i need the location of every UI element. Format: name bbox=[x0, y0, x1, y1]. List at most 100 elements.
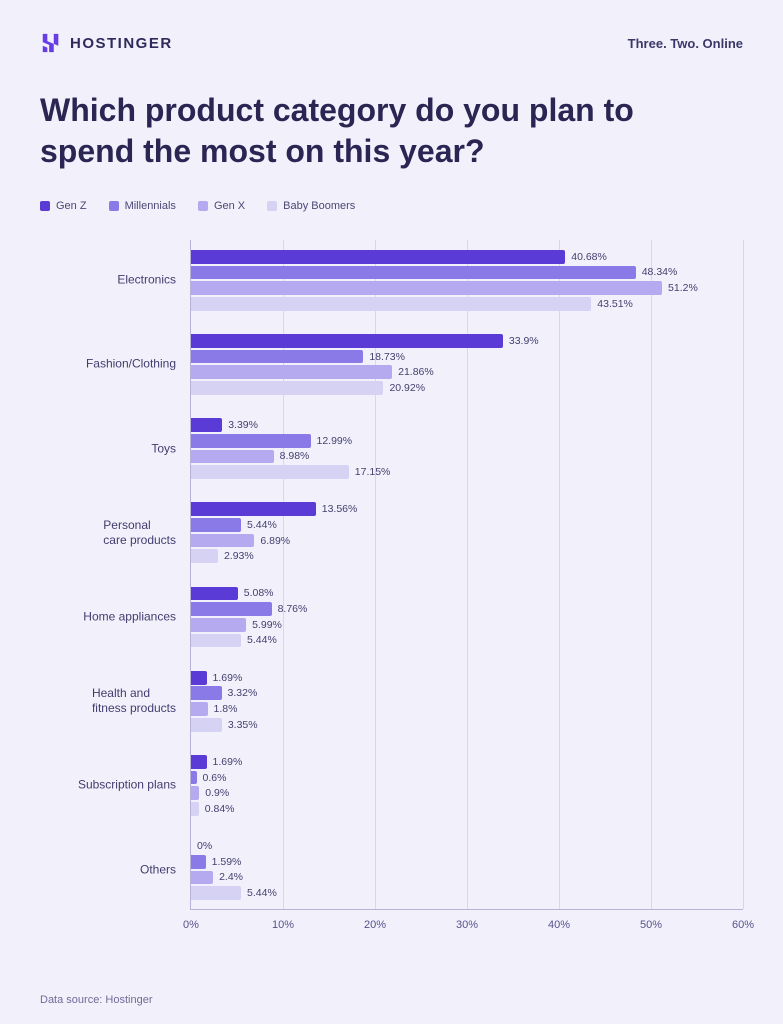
bar: 6.89% bbox=[191, 534, 254, 548]
bar-value-label: 1.59% bbox=[206, 856, 242, 868]
bar-value-label: 51.2% bbox=[662, 282, 698, 294]
category-group: 5.08% 8.76% 5.99% 5.44% bbox=[191, 587, 743, 650]
category-group: 40.68% 48.34% 51.2% 43.51% bbox=[191, 250, 743, 313]
bar-row: 5.08% bbox=[191, 587, 743, 601]
brand-tagline: Three. Two. Online bbox=[628, 36, 743, 51]
legend: Gen ZMillennialsGen XBaby Boomers bbox=[40, 200, 743, 212]
chart-title: Which product category do you plan to sp… bbox=[40, 90, 680, 172]
bar-value-label: 5.99% bbox=[246, 619, 282, 631]
bar-value-label: 0.9% bbox=[199, 787, 229, 799]
legend-swatch bbox=[267, 201, 277, 211]
legend-swatch bbox=[40, 201, 50, 211]
bar: 5.44% bbox=[191, 518, 241, 532]
bar: 17.15% bbox=[191, 465, 349, 479]
grid-line bbox=[743, 240, 744, 909]
category-label: Personal care products bbox=[103, 518, 176, 548]
legend-item: Gen Z bbox=[40, 200, 87, 212]
bar-value-label: 0.6% bbox=[197, 772, 227, 784]
bar-value-label: 13.56% bbox=[316, 503, 358, 515]
category-label: Electronics bbox=[117, 273, 176, 288]
bar-value-label: 18.73% bbox=[363, 351, 405, 363]
bar-value-label: 0.84% bbox=[199, 803, 235, 815]
bar: 12.99% bbox=[191, 434, 311, 448]
bar: 33.9% bbox=[191, 334, 503, 348]
bar-row: 13.56% bbox=[191, 502, 743, 516]
bar-row: 33.9% bbox=[191, 334, 743, 348]
bar-value-label: 3.32% bbox=[222, 687, 258, 699]
data-source: Data source: Hostinger bbox=[40, 994, 153, 1006]
bar-row: 1.69% bbox=[191, 755, 743, 769]
bar-value-label: 3.35% bbox=[222, 719, 258, 731]
bar-row: 3.32% bbox=[191, 686, 743, 700]
category-group: 0% 1.59% 2.4% 5.44% bbox=[191, 839, 743, 902]
bar-row: 12.99% bbox=[191, 434, 743, 448]
category-group: 33.9%18.73%21.86%20.92% bbox=[191, 334, 743, 397]
bar: 8.76% bbox=[191, 602, 272, 616]
legend-label: Gen X bbox=[214, 200, 245, 212]
bar: 43.51% bbox=[191, 297, 591, 311]
bar-value-label: 20.92% bbox=[383, 382, 425, 394]
bar: 2.4% bbox=[191, 871, 213, 885]
bar-row: 2.4% bbox=[191, 871, 743, 885]
bar-value-label: 17.15% bbox=[349, 466, 391, 478]
bar-row: 43.51% bbox=[191, 297, 743, 311]
bar-row: 0.6% bbox=[191, 771, 743, 785]
category-label: Toys bbox=[151, 441, 176, 456]
y-axis-labels: ElectronicsFashion/ClothingToysPersonal … bbox=[40, 240, 190, 910]
bar-value-label: 1.69% bbox=[207, 756, 243, 768]
header: HOSTINGER Three. Two. Online bbox=[40, 32, 743, 54]
bar: 48.34% bbox=[191, 266, 636, 280]
bar-row: 20.92% bbox=[191, 381, 743, 395]
bar: 0.84% bbox=[191, 802, 199, 816]
bar: 21.86% bbox=[191, 365, 392, 379]
bar: 2.93% bbox=[191, 549, 218, 563]
bar-row: 51.2% bbox=[191, 281, 743, 295]
legend-swatch bbox=[109, 201, 119, 211]
bar-value-label: 48.34% bbox=[636, 266, 678, 278]
bar-row: 8.76% bbox=[191, 602, 743, 616]
hostinger-icon bbox=[40, 32, 62, 54]
bar: 18.73% bbox=[191, 350, 363, 364]
legend-label: Gen Z bbox=[56, 200, 87, 212]
bar: 5.44% bbox=[191, 634, 241, 648]
bar-row: 48.34% bbox=[191, 266, 743, 280]
bar-row: 0.84% bbox=[191, 802, 743, 816]
bar-row: 0.9% bbox=[191, 786, 743, 800]
bar: 13.56% bbox=[191, 502, 316, 516]
bar-row: 40.68% bbox=[191, 250, 743, 264]
bar-row: 1.8% bbox=[191, 702, 743, 716]
bar: 20.92% bbox=[191, 381, 383, 395]
legend-label: Baby Boomers bbox=[283, 200, 355, 212]
x-tick-label: 20% bbox=[364, 919, 386, 931]
bar: 1.8% bbox=[191, 702, 208, 716]
bar-value-label: 5.44% bbox=[241, 887, 277, 899]
plot: 0%10%20%30%40%50%60%40.68%48.34%51.2%43.… bbox=[190, 240, 743, 910]
bar-value-label: 5.08% bbox=[238, 587, 274, 599]
x-tick-label: 10% bbox=[272, 919, 294, 931]
x-tick-label: 40% bbox=[548, 919, 570, 931]
bar-row: 1.59% bbox=[191, 855, 743, 869]
bar-value-label: 5.44% bbox=[241, 634, 277, 646]
bar-row: 0% bbox=[191, 839, 743, 853]
bar: 3.39% bbox=[191, 418, 222, 432]
bar-value-label: 5.44% bbox=[241, 519, 277, 531]
bar: 40.68% bbox=[191, 250, 565, 264]
legend-swatch bbox=[198, 201, 208, 211]
bar-value-label: 2.4% bbox=[213, 871, 243, 883]
bar-value-label: 8.76% bbox=[272, 603, 308, 615]
brand-name: HOSTINGER bbox=[70, 35, 173, 52]
bar: 5.99% bbox=[191, 618, 246, 632]
bar-row: 3.35% bbox=[191, 718, 743, 732]
category-label: Others bbox=[140, 862, 176, 877]
bar-value-label: 33.9% bbox=[503, 335, 539, 347]
bar-row: 1.69% bbox=[191, 671, 743, 685]
x-tick-label: 50% bbox=[640, 919, 662, 931]
bar: 1.59% bbox=[191, 855, 206, 869]
bar-row: 5.44% bbox=[191, 634, 743, 648]
bar-value-label: 1.69% bbox=[207, 672, 243, 684]
bar: 3.32% bbox=[191, 686, 222, 700]
bar-row: 5.44% bbox=[191, 886, 743, 900]
bar-row: 2.93% bbox=[191, 549, 743, 563]
bar: 0.9% bbox=[191, 786, 199, 800]
x-tick-label: 60% bbox=[732, 919, 754, 931]
